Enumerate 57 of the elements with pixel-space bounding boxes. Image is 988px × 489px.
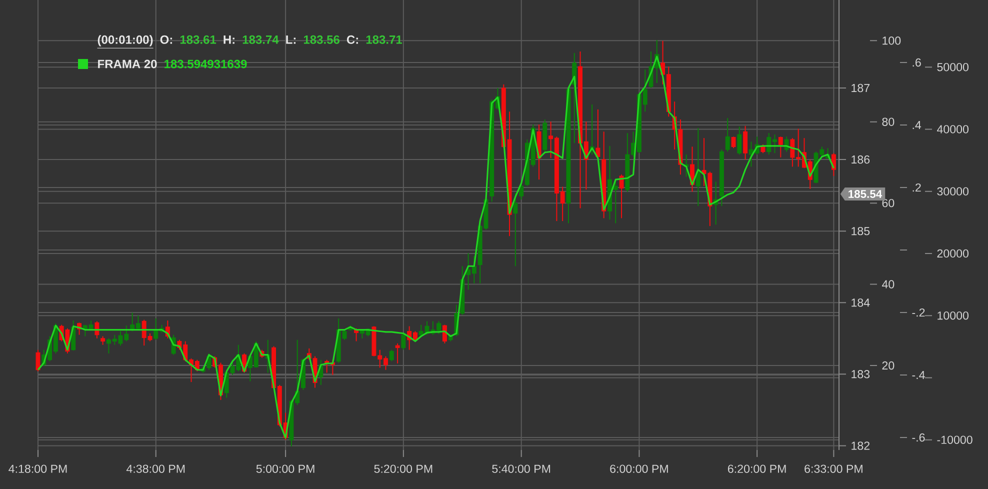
y3-tick-label: -.4 bbox=[912, 371, 925, 379]
y2-tick-label: 80 bbox=[882, 118, 894, 126]
candlestick bbox=[395, 342, 400, 364]
y-tick-label: 50000 bbox=[937, 62, 969, 72]
candlestick bbox=[619, 174, 624, 219]
y-tick-label: 30000 bbox=[937, 187, 969, 196]
candlestick bbox=[731, 136, 736, 149]
x-tick-label: 6:20:00 PM bbox=[728, 464, 786, 473]
y3-tick-label: .4 bbox=[912, 121, 922, 129]
y3-tick-label: .2 bbox=[912, 183, 921, 192]
y-tick-label: 20000 bbox=[937, 249, 969, 258]
y3-tick-label: .6 bbox=[912, 58, 921, 67]
annotation: H: bbox=[224, 36, 234, 44]
annotation: L: bbox=[286, 36, 296, 44]
y-tick-label: 183 bbox=[852, 370, 870, 378]
x-tick-label: 4:18:00 PM bbox=[8, 464, 67, 473]
candlestick bbox=[778, 136, 783, 158]
y2-tick-label: 40 bbox=[882, 280, 894, 288]
annotation: (00:01:00) bbox=[98, 35, 153, 46]
candlestick bbox=[36, 349, 40, 372]
x-tick-label: 4:38:00 PM bbox=[126, 464, 185, 473]
candlestick bbox=[513, 192, 518, 267]
y3-tick-label: -.2 bbox=[912, 308, 925, 317]
annotation: C: bbox=[346, 35, 358, 44]
y-tick-label: 182 bbox=[852, 442, 870, 450]
candlestick bbox=[725, 118, 730, 152]
candlestick bbox=[737, 126, 742, 156]
annotation: 183.74 bbox=[242, 35, 279, 44]
candlestick bbox=[743, 125, 748, 160]
y2-tick-label: 60 bbox=[882, 198, 894, 208]
annotation: 183.61 bbox=[180, 35, 216, 44]
candlestick bbox=[389, 349, 394, 362]
y-tick-label: 40000 bbox=[936, 125, 969, 134]
candlestick bbox=[748, 141, 754, 168]
candlestick bbox=[519, 182, 524, 200]
y-tick-label: -10000 bbox=[937, 436, 972, 444]
x-tick-label: 5:40:00 PM bbox=[492, 464, 550, 473]
x-tick-label: 5:20:00 PM bbox=[374, 464, 432, 473]
annotation: 183.594931639 bbox=[164, 60, 247, 68]
x-tick-label: 6:00:00 PM bbox=[610, 464, 668, 473]
legend-label: FRAMA 20 bbox=[98, 60, 157, 68]
annotation: O: bbox=[160, 35, 172, 44]
y-tick-label: 184 bbox=[852, 298, 870, 307]
y-tick-label: 186 bbox=[852, 155, 870, 164]
candlestick bbox=[696, 128, 700, 207]
annotation: 183.71 bbox=[366, 35, 402, 44]
y3-tick-label: -.6 bbox=[912, 433, 925, 442]
y2-tick-label: 20 bbox=[882, 361, 894, 370]
x-tick-label: 5:00:00 PM bbox=[256, 464, 314, 473]
y-tick-label: 187 bbox=[852, 84, 870, 92]
y-tick-label: 185 bbox=[852, 226, 870, 236]
candlestick bbox=[401, 332, 406, 350]
y2-tick-label: 100 bbox=[882, 36, 901, 45]
x-tick-label: 6:33:00 PM bbox=[804, 464, 862, 473]
y-tick-label: 10000 bbox=[938, 311, 969, 320]
text: 185.54 bbox=[848, 190, 882, 198]
annotation: 183.56 bbox=[304, 35, 340, 44]
